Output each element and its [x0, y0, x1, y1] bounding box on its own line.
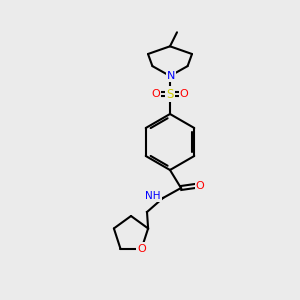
- Text: S: S: [166, 88, 174, 100]
- Text: O: O: [180, 89, 188, 99]
- Text: O: O: [152, 89, 160, 99]
- Text: O: O: [137, 244, 146, 254]
- Text: O: O: [196, 181, 204, 191]
- Text: N: N: [167, 71, 175, 81]
- Text: NH: NH: [146, 191, 161, 201]
